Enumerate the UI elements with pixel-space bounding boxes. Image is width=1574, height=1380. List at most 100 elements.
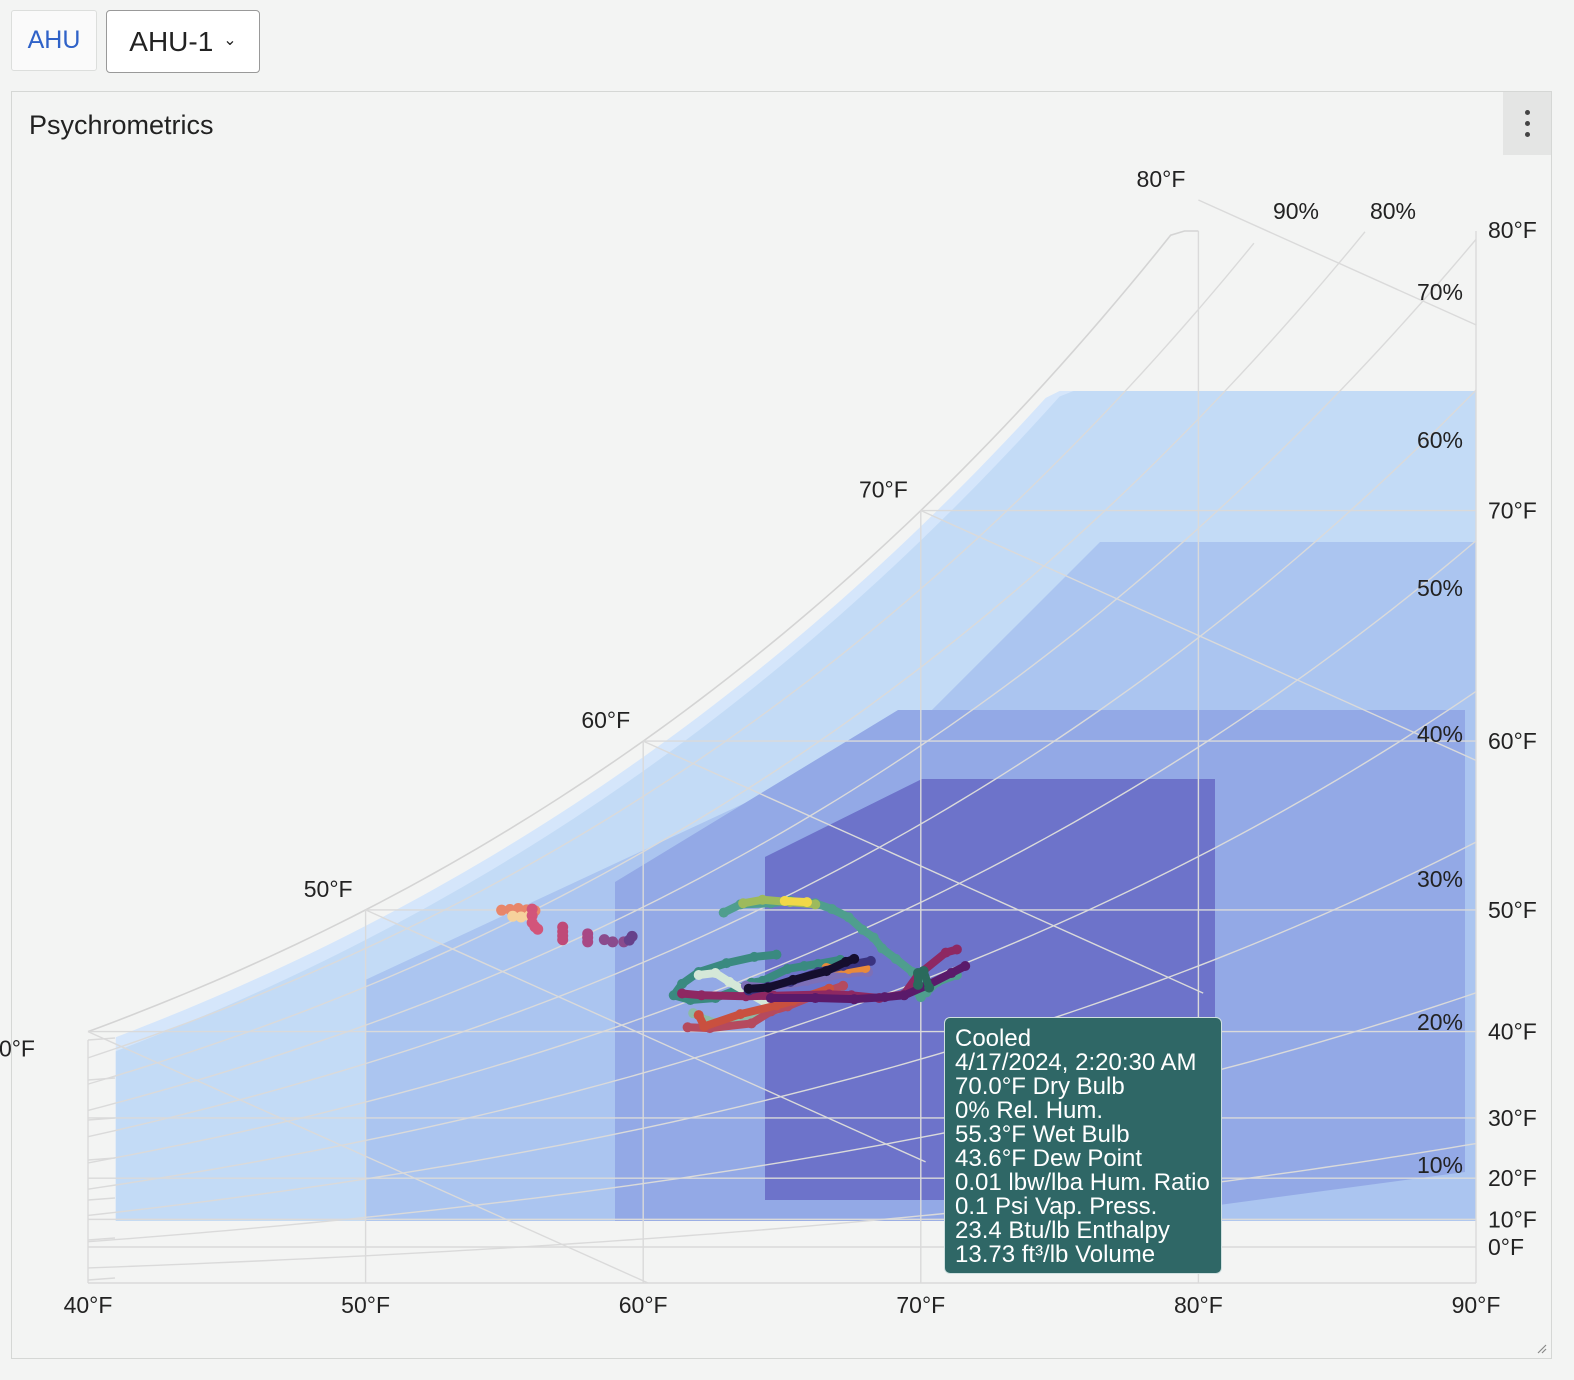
trail-point	[771, 949, 782, 960]
x-tick-label: 60°F	[619, 1292, 668, 1318]
wet-bulb-label: 50°F	[304, 876, 353, 902]
trail-point	[951, 944, 962, 955]
trail-point	[677, 978, 688, 989]
dew-point-tick-label: 30°F	[1488, 1105, 1537, 1131]
trail-point	[918, 965, 929, 976]
data-point	[598, 934, 610, 946]
tooltip-rel-hum: 0% Rel. Hum.	[955, 1097, 1104, 1124]
trail-point	[788, 974, 799, 985]
trail-point	[826, 904, 837, 915]
rh-label: 30%	[1417, 866, 1463, 892]
trail-point	[735, 1009, 746, 1020]
wet-bulb-label: 40°F	[0, 1036, 35, 1062]
dew-point-line	[87, 1237, 116, 1241]
trail-point	[849, 994, 860, 1005]
trail-point	[876, 943, 887, 954]
dew-point-line	[87, 1117, 116, 1121]
axis-labels: 40°F 50°F 60°F 70°F 80°F 90°F 80°F 70°F 60°F 50°F…	[0, 166, 1537, 1318]
trend-trails	[668, 894, 971, 1034]
wet-bulb-label: 70°F	[859, 477, 908, 503]
trail-point	[668, 990, 679, 1001]
trail-point	[771, 1000, 782, 1011]
trail-point	[946, 968, 957, 979]
trail-point	[960, 961, 971, 972]
trail-point	[849, 953, 860, 964]
trail-point	[913, 979, 924, 990]
trail-point	[821, 966, 832, 977]
rh-label: 90%	[1273, 198, 1319, 224]
trail-point	[710, 968, 721, 979]
resize-handle-icon[interactable]	[1537, 1344, 1547, 1354]
trail-point	[718, 907, 729, 918]
chevron-down-icon: ⌄	[223, 31, 237, 49]
tooltip-dew-point: 43.6°F Dew Point	[955, 1145, 1143, 1172]
trail-point	[879, 992, 890, 1003]
data-point	[532, 923, 544, 935]
trail-point	[779, 895, 790, 906]
wet-bulb-line	[87, 1030, 649, 1284]
kebab-menu-icon[interactable]	[1503, 92, 1551, 155]
rh-curve	[87, 540, 1477, 1164]
toolbar: AHU AHU-1 ⌄	[11, 10, 260, 73]
data-point	[496, 904, 508, 916]
dew-point-line	[87, 1077, 116, 1081]
wet-bulb-label: 60°F	[581, 707, 630, 733]
tooltip-dry-bulb: 70.0°F Dry Bulb	[955, 1073, 1125, 1100]
trail-point	[721, 958, 732, 969]
trail-point	[782, 963, 793, 974]
wet-bulb-line	[642, 740, 1204, 994]
tooltip-timestamp: 4/17/2024, 2:20:30 AM	[955, 1049, 1197, 1076]
dew-point-tick-label: 0°F	[1488, 1234, 1524, 1260]
comfort-zones	[115, 391, 1476, 1221]
x-tick-label: 40°F	[64, 1292, 113, 1318]
trail-point	[924, 982, 935, 993]
tooltip-state: Cooled	[955, 1025, 1032, 1052]
dew-point-tick-label: 10°F	[1488, 1206, 1537, 1232]
data-point	[512, 902, 524, 914]
dew-point-tick-label: 40°F	[1488, 1019, 1537, 1045]
tooltip-volume: 13.73 ft³/lb Volume	[955, 1241, 1156, 1268]
rh-curve	[87, 242, 1255, 1059]
trail-point	[838, 980, 849, 991]
x-tick-label: 90°F	[1452, 1292, 1501, 1318]
rh-label: 20%	[1417, 1009, 1463, 1035]
trail-point	[899, 990, 910, 1001]
trail-point	[810, 899, 821, 910]
trail-point	[890, 953, 901, 964]
dew-point-tick-label: 80°F	[1488, 217, 1537, 243]
rh-label: 50%	[1417, 575, 1463, 601]
panel-title: Psychrometrics	[29, 110, 214, 140]
trail-point	[763, 982, 774, 993]
trail-point	[840, 956, 851, 967]
tooltip-vap-press: 0.1 Psi Vap. Press.	[955, 1193, 1158, 1220]
tab-ahu[interactable]: AHU	[11, 10, 97, 71]
wet-bulb-line	[920, 509, 1477, 761]
rh-label: 40%	[1417, 721, 1463, 747]
x-tick-label: 80°F	[1174, 1292, 1223, 1318]
ahu-select-value: AHU-1	[129, 25, 214, 57]
dew-point-tick-label: 60°F	[1488, 728, 1537, 754]
trail-point	[857, 924, 868, 935]
dew-point-tick-label: 50°F	[1488, 897, 1537, 923]
trail-point	[693, 969, 704, 980]
trail-point	[799, 961, 810, 972]
trail-point	[765, 993, 776, 1004]
ahu-select[interactable]: AHU-1 ⌄	[106, 10, 260, 73]
rh-label: 70%	[1417, 279, 1463, 305]
trail-point	[696, 990, 707, 1001]
x-tick-label: 70°F	[896, 1292, 945, 1318]
rh-curve	[87, 1142, 1477, 1269]
tooltip-wet-bulb: 55.3°F Wet Bulb	[955, 1121, 1130, 1148]
trail-point	[749, 951, 760, 962]
rh-label: 60%	[1417, 427, 1463, 453]
wet-bulb-label: 80°F	[1137, 166, 1186, 192]
tooltip-enthalpy: 23.4 Btu/lb Enthalpy	[955, 1217, 1170, 1244]
trail-point	[757, 894, 768, 905]
trail-point	[801, 897, 812, 908]
rh-curve	[87, 992, 1477, 1243]
trail-point	[865, 955, 876, 966]
data-point	[557, 934, 569, 946]
trail-point	[743, 983, 754, 994]
rh-label: 80%	[1370, 198, 1416, 224]
